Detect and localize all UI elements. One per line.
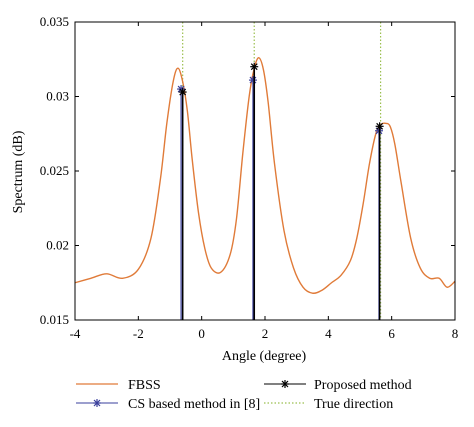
x-tick-label-6: 8	[452, 326, 459, 341]
legend-marker-proposed-method	[281, 380, 289, 388]
legend-entry-fbss: FBSS	[76, 378, 161, 393]
y-tick-label-1: 0.02	[46, 238, 69, 253]
x-tick-label-4: 4	[325, 326, 332, 341]
axes: -4 -2 0 2 4 6 8 0.015 0.02 0.025 0.03 0.035	[40, 14, 459, 341]
legend-label-cs-method: CS based method in [8]	[128, 397, 260, 412]
cs-method-marker-1	[248, 76, 257, 85]
y-tick-label-4: 0.035	[40, 14, 69, 29]
y-tick-label-3: 0.03	[46, 89, 69, 104]
y-axis-label: Spectrum (dB)	[11, 130, 26, 213]
y-tick-label-2: 0.025	[40, 163, 69, 178]
legend-label-true-direction: True direction	[314, 397, 393, 412]
legend-entry-cs-method: CS based method in [8]	[76, 397, 260, 412]
x-tick-label-2: 0	[198, 326, 205, 341]
legend: FBSS CS based method in [8] Proposed met…	[76, 378, 412, 412]
proposed-method-marker-1	[250, 62, 259, 71]
fbss-series-line	[74, 57, 456, 294]
x-tick-label-0: -4	[70, 326, 81, 341]
legend-entry-true-direction: True direction	[264, 397, 393, 412]
legend-entry-proposed-method: Proposed method	[264, 378, 412, 393]
x-axis-label: Angle (degree)	[222, 349, 307, 364]
y-tick-label-0: 0.015	[40, 312, 69, 327]
x-tick-label-5: 6	[388, 326, 395, 341]
proposed-method-marker-2	[375, 122, 384, 131]
proposed-method-marker-0	[178, 88, 187, 97]
plot-area	[74, 22, 456, 320]
x-tick-label-1: -2	[133, 326, 144, 341]
x-tick-label-3: 2	[262, 326, 269, 341]
legend-label-fbss: FBSS	[128, 378, 161, 393]
legend-label-proposed-method: Proposed method	[314, 378, 412, 393]
legend-marker-cs-method	[93, 399, 101, 407]
